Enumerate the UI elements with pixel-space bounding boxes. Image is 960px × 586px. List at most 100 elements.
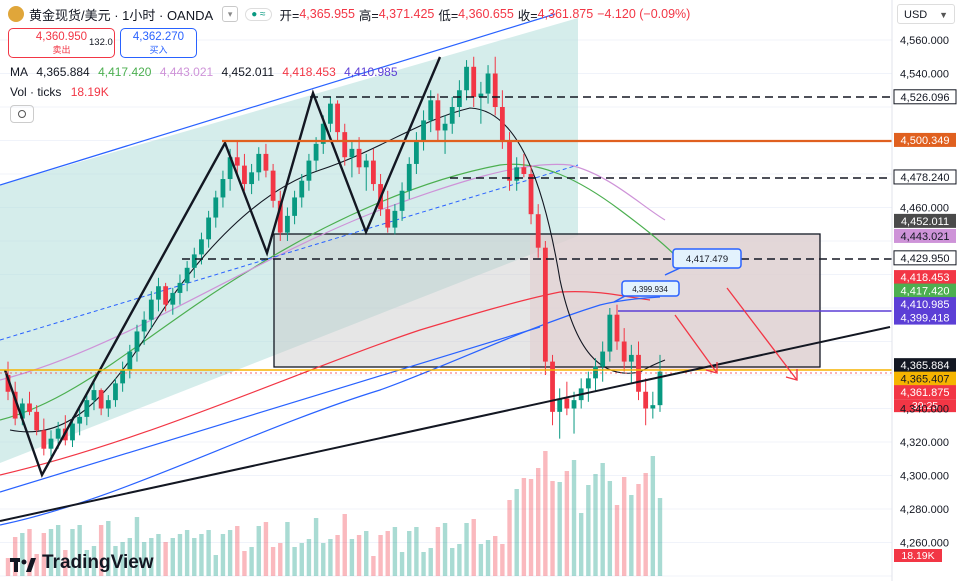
candle-body[interactable]	[628, 354, 634, 362]
candle-body[interactable]	[399, 190, 405, 211]
candle-body[interactable]	[478, 93, 484, 97]
candle-body[interactable]	[206, 217, 212, 240]
candle-body[interactable]	[456, 90, 462, 107]
candle-body[interactable]	[371, 160, 376, 185]
candle-body[interactable]	[320, 123, 326, 144]
candle-body[interactable]	[535, 214, 541, 248]
candle-body[interactable]	[120, 369, 126, 384]
candle-body[interactable]	[507, 140, 512, 181]
ma-legend[interactable]: MA 4,365.884 4,417.420 4,443.021 4,452.0…	[10, 65, 403, 79]
ma-series-5[interactable]	[9, 107, 666, 433]
candle-body[interactable]	[636, 354, 641, 392]
ma-series-1[interactable]	[0, 291, 651, 476]
candle-body[interactable]	[242, 165, 247, 185]
candle-body[interactable]	[363, 160, 369, 168]
volume-legend[interactable]: Vol · ticks 18.19K	[10, 85, 109, 99]
candle-body[interactable]	[227, 157, 233, 180]
candle-body[interactable]	[270, 170, 276, 201]
candle-body[interactable]	[191, 254, 197, 268]
callout-4399[interactable]: 4,399.934	[613, 280, 680, 303]
candle-body[interactable]	[328, 103, 333, 124]
candle-body[interactable]	[105, 400, 111, 409]
candle-body[interactable]	[585, 378, 591, 389]
collapse-icon[interactable]: ▾	[222, 6, 239, 22]
candle-body[interactable]	[571, 400, 577, 409]
candle-body[interactable]	[249, 172, 255, 185]
currency-select[interactable]: USD ▼	[897, 4, 955, 24]
candle-body[interactable]	[600, 351, 606, 367]
candle-body[interactable]	[485, 73, 491, 94]
candle-body[interactable]	[392, 210, 398, 228]
candle-body[interactable]	[156, 286, 161, 300]
candle-body[interactable]	[564, 398, 570, 409]
candle-body[interactable]	[428, 100, 434, 121]
candle-body[interactable]	[55, 428, 61, 439]
candle-body[interactable]	[70, 423, 75, 441]
candle-body[interactable]	[34, 411, 40, 431]
channel-mid-line[interactable]	[0, 164, 579, 341]
tradingview-logo[interactable]: TradingView	[10, 552, 154, 574]
candle-body[interactable]	[406, 163, 412, 191]
candle-body[interactable]	[335, 103, 340, 133]
candle-body[interactable]	[292, 197, 297, 216]
candle-body[interactable]	[614, 314, 620, 342]
candle-body[interactable]	[442, 123, 448, 131]
candle-body[interactable]	[607, 314, 613, 352]
candle-body[interactable]	[113, 383, 118, 401]
candle-body[interactable]	[499, 107, 505, 141]
candle-body[interactable]	[5, 375, 11, 392]
candle-body[interactable]	[134, 331, 140, 352]
candle-body[interactable]	[177, 282, 183, 293]
candle-body[interactable]	[557, 398, 563, 412]
candle-body[interactable]	[141, 319, 147, 332]
candle-body[interactable]	[471, 66, 477, 97]
support-trendline[interactable]	[0, 326, 891, 522]
ma-series-3[interactable]	[0, 163, 681, 421]
candle-body[interactable]	[449, 107, 455, 124]
ma-series-2[interactable]	[0, 296, 661, 526]
candle-body[interactable]	[41, 430, 47, 449]
candle-body[interactable]	[356, 148, 362, 168]
ma-series-4[interactable]	[0, 163, 666, 381]
sell-button[interactable]: 4,360.950 卖出	[8, 28, 115, 58]
candle-body[interactable]	[220, 179, 226, 198]
candle-body[interactable]	[492, 73, 498, 108]
candle-body[interactable]	[199, 239, 204, 255]
candle-body[interactable]	[299, 180, 305, 198]
candle-body[interactable]	[256, 153, 262, 173]
channel-upper-line[interactable]	[0, 13, 556, 186]
candle-body[interactable]	[650, 405, 656, 409]
candle-body[interactable]	[464, 66, 469, 91]
candle-body[interactable]	[84, 400, 90, 417]
candle-body[interactable]	[342, 132, 348, 158]
candle-body[interactable]	[621, 341, 627, 362]
projection-arrow-2[interactable]	[726, 287, 798, 381]
candle-body[interactable]	[421, 120, 426, 141]
candle-body[interactable]	[435, 100, 441, 131]
market-status-toggle[interactable]: ● ≈	[245, 7, 272, 21]
channel-lower-line[interactable]	[0, 326, 541, 493]
candle-body[interactable]	[163, 286, 169, 305]
candle-body[interactable]	[385, 209, 391, 228]
callout-4417[interactable]: 4,417.479	[664, 248, 742, 276]
candle-body[interactable]	[170, 292, 176, 305]
candle-body[interactable]	[77, 416, 83, 424]
candle-body[interactable]	[234, 157, 240, 166]
candle-body[interactable]	[27, 403, 32, 412]
candle-body[interactable]	[127, 351, 133, 370]
candle-body[interactable]	[19, 403, 25, 419]
candle-body[interactable]	[593, 366, 598, 379]
candle-body[interactable]	[349, 148, 355, 158]
candle-body[interactable]	[263, 153, 269, 171]
candle-body[interactable]	[521, 167, 527, 174]
candle-body[interactable]	[148, 299, 154, 320]
candle-body[interactable]	[542, 247, 548, 362]
candle-body[interactable]	[48, 438, 54, 449]
candle-body[interactable]	[285, 215, 290, 233]
candle-body[interactable]	[657, 371, 663, 406]
candle-body[interactable]	[91, 390, 97, 401]
candle-body[interactable]	[213, 197, 219, 218]
candle-body[interactable]	[514, 167, 520, 181]
candle-body[interactable]	[98, 390, 104, 409]
